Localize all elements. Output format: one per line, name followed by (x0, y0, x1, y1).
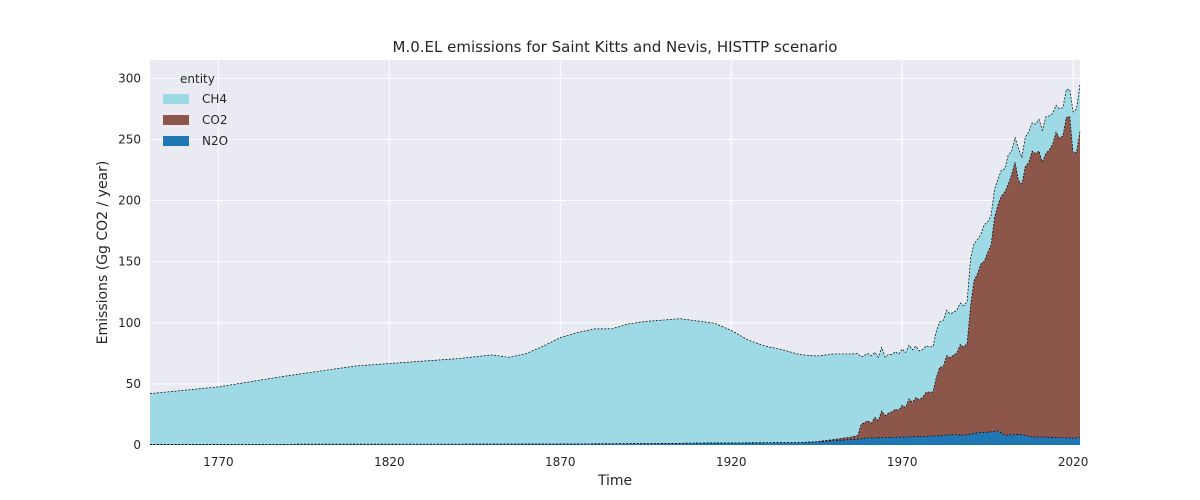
legend-label-co2: CO2 (202, 113, 227, 127)
y-tick-label: 250 (118, 132, 141, 146)
axis-ticks: 1770 1820 1870 1920 1970 2020 0 50 100 150 200 250 3… (118, 71, 1088, 469)
x-tick-label: 1870 (545, 455, 576, 469)
y-tick-label: 0 (133, 438, 141, 452)
x-axis-title: Time (597, 473, 632, 489)
boundary-line-co2 (150, 116, 1081, 445)
legend-label-n2o: N2O (202, 134, 228, 148)
y-tick-label: 50 (126, 377, 141, 391)
boundary-line-ch4 (149, 83, 1081, 395)
legend: entity CH4 CO2 N2O (163, 72, 228, 148)
area-ch4 (150, 83, 1080, 445)
stacked-areas (149, 83, 1081, 445)
y-tick-label: 150 (118, 255, 141, 269)
y-tick-label: 300 (118, 71, 141, 85)
legend-swatch-n2o (163, 136, 189, 146)
y-tick-label: 100 (118, 316, 141, 330)
y-tick-label: 200 (118, 194, 141, 208)
legend-label-ch4: CH4 (202, 92, 227, 106)
x-tick-label: 2020 (1058, 455, 1089, 469)
x-tick-label: 1770 (203, 455, 234, 469)
chart-title: M.0.EL emissions for Saint Kitts and Nev… (393, 38, 838, 56)
legend-title: entity (180, 72, 215, 86)
area-co2 (150, 116, 1080, 445)
legend-swatch-ch4 (163, 94, 189, 104)
y-axis-title: Emissions (Gg CO2 / year) (95, 161, 111, 345)
legend-swatch-co2 (163, 115, 189, 125)
x-tick-label: 1920 (716, 455, 747, 469)
x-tick-label: 1820 (374, 455, 405, 469)
x-tick-label: 1970 (887, 455, 918, 469)
area-n2o (150, 430, 1080, 445)
